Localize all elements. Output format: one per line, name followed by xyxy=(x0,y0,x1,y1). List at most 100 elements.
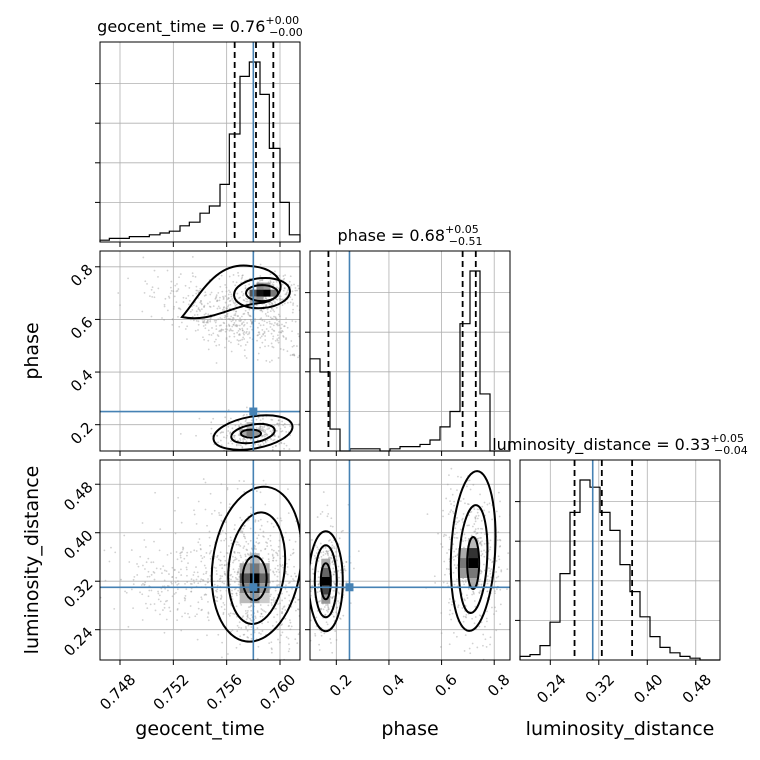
sample-point xyxy=(317,576,320,579)
sample-point xyxy=(192,304,195,307)
sample-point xyxy=(313,555,316,557)
sample-point xyxy=(296,608,299,611)
sample-point xyxy=(87,613,89,615)
sample-point xyxy=(471,617,474,620)
sample-point xyxy=(278,539,281,542)
sample-point xyxy=(190,578,193,581)
sample-point xyxy=(305,329,307,331)
sample-point xyxy=(231,329,234,332)
sample-point xyxy=(207,600,209,603)
sample-point xyxy=(325,604,327,606)
sample-point xyxy=(219,577,222,580)
sample-point xyxy=(237,330,240,332)
sample-point xyxy=(222,328,225,331)
sample-point xyxy=(238,559,240,562)
sample-point xyxy=(216,299,219,302)
sample-point xyxy=(233,335,236,338)
sample-point xyxy=(335,606,338,609)
sample-point xyxy=(458,520,460,522)
sample-point xyxy=(257,520,260,522)
sample-point xyxy=(185,566,188,569)
sample-point xyxy=(191,308,194,311)
contour-inner xyxy=(245,284,279,303)
sample-point xyxy=(225,338,228,341)
sample-point xyxy=(270,647,273,650)
density-cell xyxy=(249,563,260,574)
sample-point xyxy=(486,575,489,578)
sample-point xyxy=(216,435,219,437)
sample-point xyxy=(243,633,246,636)
sample-point xyxy=(320,607,323,610)
sample-point xyxy=(259,425,262,428)
sample-point xyxy=(477,583,480,586)
sample-point xyxy=(167,589,169,592)
sample-point xyxy=(179,308,182,311)
sample-point xyxy=(448,568,450,570)
sample-point xyxy=(264,345,266,348)
sample-point xyxy=(273,435,276,437)
sample-point xyxy=(449,500,452,502)
sample-point xyxy=(217,441,219,444)
sample-point xyxy=(464,537,467,539)
sample-point xyxy=(204,327,207,330)
sample-point xyxy=(242,414,245,417)
tick-label-x: 0.4 xyxy=(379,671,409,701)
sample-point xyxy=(184,284,187,287)
sample-point xyxy=(234,305,237,307)
sample-point xyxy=(344,569,347,572)
sample-point xyxy=(281,430,284,432)
sample-point xyxy=(286,566,289,568)
sample-point xyxy=(489,636,492,639)
sample-point xyxy=(233,588,236,591)
sample-point xyxy=(473,593,475,595)
sample-point xyxy=(324,552,327,555)
sample-point xyxy=(259,425,262,428)
sample-point xyxy=(330,541,333,544)
sample-point xyxy=(276,575,279,578)
sample-point xyxy=(148,295,151,297)
sample-point xyxy=(218,512,220,514)
sample-point xyxy=(264,297,267,300)
sample-point xyxy=(201,579,204,581)
sample-point xyxy=(234,424,237,427)
panel-frame xyxy=(99,459,301,661)
sample-point xyxy=(330,641,332,644)
sample-point xyxy=(213,509,216,512)
sample-point xyxy=(470,510,473,513)
sample-point xyxy=(271,317,274,320)
sample-point xyxy=(234,558,237,561)
sample-point xyxy=(280,327,282,330)
sample-point xyxy=(202,336,204,339)
sample-point xyxy=(200,308,203,311)
sample-point xyxy=(260,317,263,320)
sample-point xyxy=(219,501,222,504)
sample-point xyxy=(259,346,261,349)
density-cell xyxy=(458,558,469,569)
sample-point xyxy=(272,525,275,528)
sample-point xyxy=(292,308,294,311)
sample-point xyxy=(484,533,486,536)
sample-point xyxy=(281,592,283,595)
sample-point xyxy=(302,577,304,579)
sample-point xyxy=(477,514,480,517)
sample-point xyxy=(235,281,238,284)
sample-point xyxy=(281,283,284,286)
sample-point xyxy=(486,578,489,581)
sample-point xyxy=(479,541,482,544)
sample-point xyxy=(235,310,237,313)
sample-point xyxy=(304,613,306,615)
sample-point xyxy=(286,301,289,304)
sample-point xyxy=(242,324,245,327)
sample-point xyxy=(234,540,237,543)
sample-point xyxy=(204,481,207,484)
sample-point xyxy=(481,553,484,555)
sample-point xyxy=(270,418,273,421)
sample-point xyxy=(284,274,287,277)
sample-point xyxy=(227,304,230,307)
sample-point xyxy=(445,497,448,500)
sample-point xyxy=(278,331,280,334)
sample-point xyxy=(279,563,282,566)
sample-point xyxy=(261,630,264,632)
sample-point xyxy=(250,444,253,447)
sample-point xyxy=(171,595,174,598)
